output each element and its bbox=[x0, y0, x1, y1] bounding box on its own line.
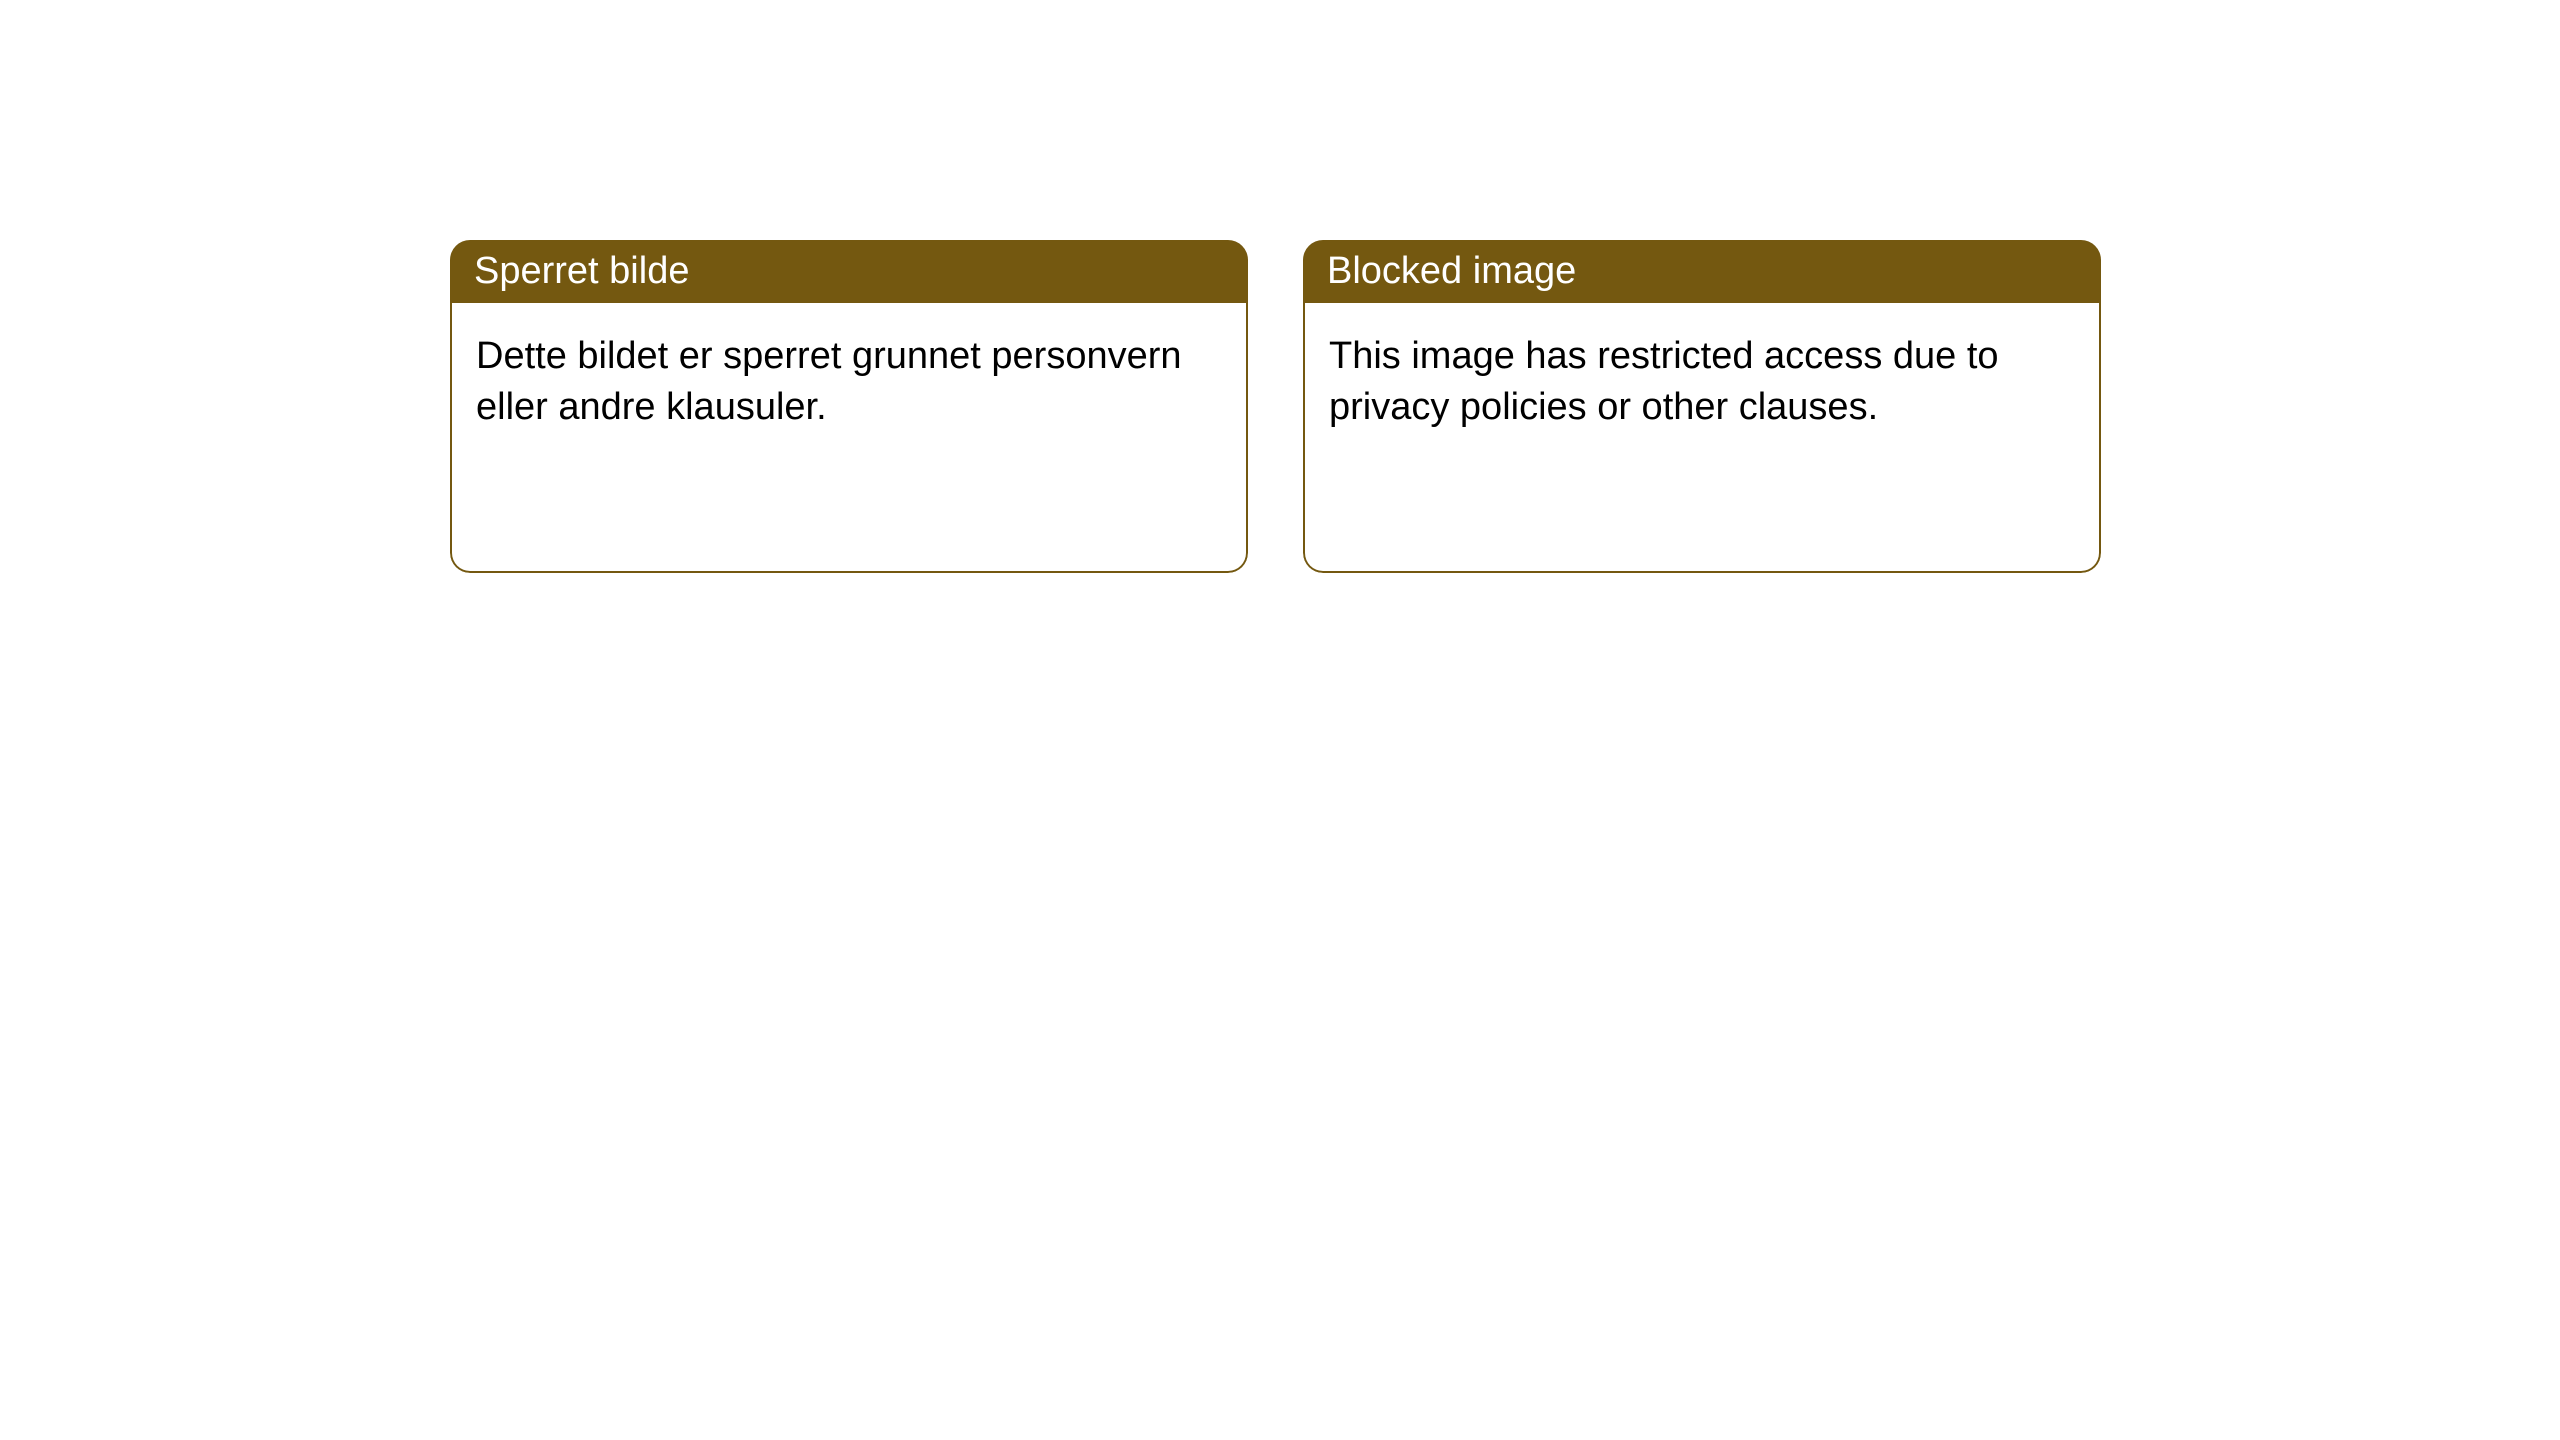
notice-body-text: Dette bildet er sperret grunnet personve… bbox=[476, 335, 1182, 428]
notice-card-norwegian: Sperret bilde Dette bildet er sperret gr… bbox=[450, 240, 1248, 573]
notice-card-english: Blocked image This image has restricted … bbox=[1303, 240, 2101, 573]
notice-header: Blocked image bbox=[1303, 240, 2101, 303]
notice-body: This image has restricted access due to … bbox=[1303, 303, 2101, 573]
notice-title: Blocked image bbox=[1327, 250, 1576, 292]
notice-title: Sperret bilde bbox=[474, 250, 689, 292]
notice-header: Sperret bilde bbox=[450, 240, 1248, 303]
notice-body: Dette bildet er sperret grunnet personve… bbox=[450, 303, 1248, 573]
notice-container: Sperret bilde Dette bildet er sperret gr… bbox=[0, 0, 2560, 573]
notice-body-text: This image has restricted access due to … bbox=[1329, 335, 1999, 428]
